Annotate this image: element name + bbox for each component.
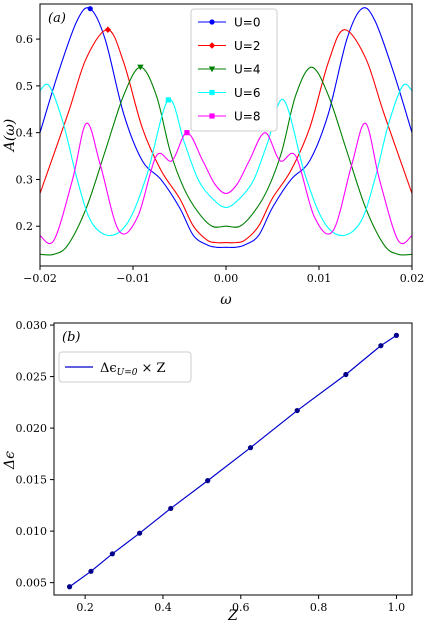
data-point-7 [294, 407, 300, 414]
legend-label-2: U=4 [234, 63, 260, 77]
legend-b: ΔϵU=0 × Z [58, 351, 192, 383]
series-line-u-4 [40, 66, 412, 256]
data-point-9 [378, 343, 384, 349]
y-tick-label-b-5: 0.030 [16, 319, 48, 332]
chart-panel-b: 0.2 0.4 0.6 0.8 1.0 0.005 0.010 0.015 0.020 0.02… [2, 319, 413, 624]
data-point-3 [137, 530, 143, 536]
legend-marker-1 [208, 42, 216, 49]
legend-label-1: U=2 [234, 39, 260, 53]
x-tick-label-b-1: 0.4 [154, 601, 172, 614]
panel-label-a: (a) [48, 11, 66, 26]
legend-marker-3 [209, 89, 215, 96]
legend-box-a [190, 8, 278, 132]
y-tick-label-a-2: 0.4 [16, 127, 34, 140]
x-tick-label-b-3: 0.8 [310, 601, 328, 614]
chart-panel-a: −0.02 −0.01 0.00 0.01 0.02 0.2 0.3 0.4 0.5 0.6 (… [2, 3, 424, 308]
data-point-2 [109, 551, 115, 557]
data-point-6 [247, 445, 254, 451]
x-tick-label-a-0: −0.02 [23, 272, 57, 285]
data-point-8 [343, 371, 349, 378]
y-tick-label-b-1: 0.010 [16, 525, 48, 538]
data-point-10 [393, 332, 400, 338]
x-axis-label-a: ω [220, 292, 232, 308]
x-tick-label-a-4: 0.02 [400, 272, 424, 285]
data-point-1 [88, 568, 94, 574]
series-marker-u-0 [87, 6, 93, 12]
legend-a: U=0 U=2 U=4 U=6 U=8 [190, 8, 278, 132]
legend-label-3: U=6 [234, 86, 260, 100]
legend-label-0: U=0 [234, 16, 260, 30]
data-point-0 [66, 584, 73, 590]
legend-label-suffix-b: × Z [142, 361, 166, 376]
y-tick-label-a-3: 0.5 [16, 80, 34, 93]
series-marker-u-6 [165, 97, 171, 103]
y-tick-label-a-4: 0.6 [16, 33, 34, 46]
data-point-4 [168, 505, 174, 512]
legend-marker-2 [208, 66, 216, 73]
x-tick-label-a-3: 0.01 [307, 272, 332, 285]
y-tick-label-b-3: 0.020 [16, 422, 48, 435]
series-marker-u-2 [104, 26, 112, 33]
panel-label-b: (b) [62, 330, 80, 345]
x-tick-label-b-0: 0.2 [76, 601, 94, 614]
legend-label-main-b: Δϵ [100, 361, 117, 376]
y-axis-label-a: A(ω) [2, 119, 18, 153]
y-tick-label-b-2: 0.015 [16, 474, 48, 487]
x-tick-label-a-2: 0.00 [214, 272, 239, 285]
series-line-u-8 [40, 122, 412, 245]
y-tick-label-a-1: 0.3 [16, 173, 34, 186]
legend-label-b: ΔϵU=0 × Z [100, 361, 166, 378]
series-marker-u-8 [184, 130, 190, 136]
x-tick-label-b-2: 0.6 [232, 601, 250, 614]
x-axis-label-b: Z [227, 608, 238, 624]
data-point-5 [205, 478, 211, 484]
y-tick-label-a-0: 0.2 [16, 220, 34, 233]
x-tick-label-b-4: 1.0 [388, 601, 406, 614]
legend-box-b [58, 351, 192, 383]
legend-marker-4 [209, 113, 215, 119]
series-line-u-6 [40, 83, 412, 237]
y-tick-label-b-0: 0.005 [16, 577, 48, 590]
series-marker-u-4 [137, 64, 144, 71]
legend-label-4: U=8 [234, 110, 260, 124]
legend-marker-0 [209, 19, 215, 25]
y-axis-label-b: Δϵ [2, 451, 18, 470]
legend-label-sub-b: U=0 [117, 368, 138, 378]
series-line-u-2 [40, 29, 412, 244]
x-tick-label-a-1: −0.01 [116, 272, 150, 285]
plot-frame-b [53, 322, 413, 596]
y-tick-label-b-4: 0.025 [16, 371, 48, 384]
series-line-u-0 [40, 7, 412, 249]
